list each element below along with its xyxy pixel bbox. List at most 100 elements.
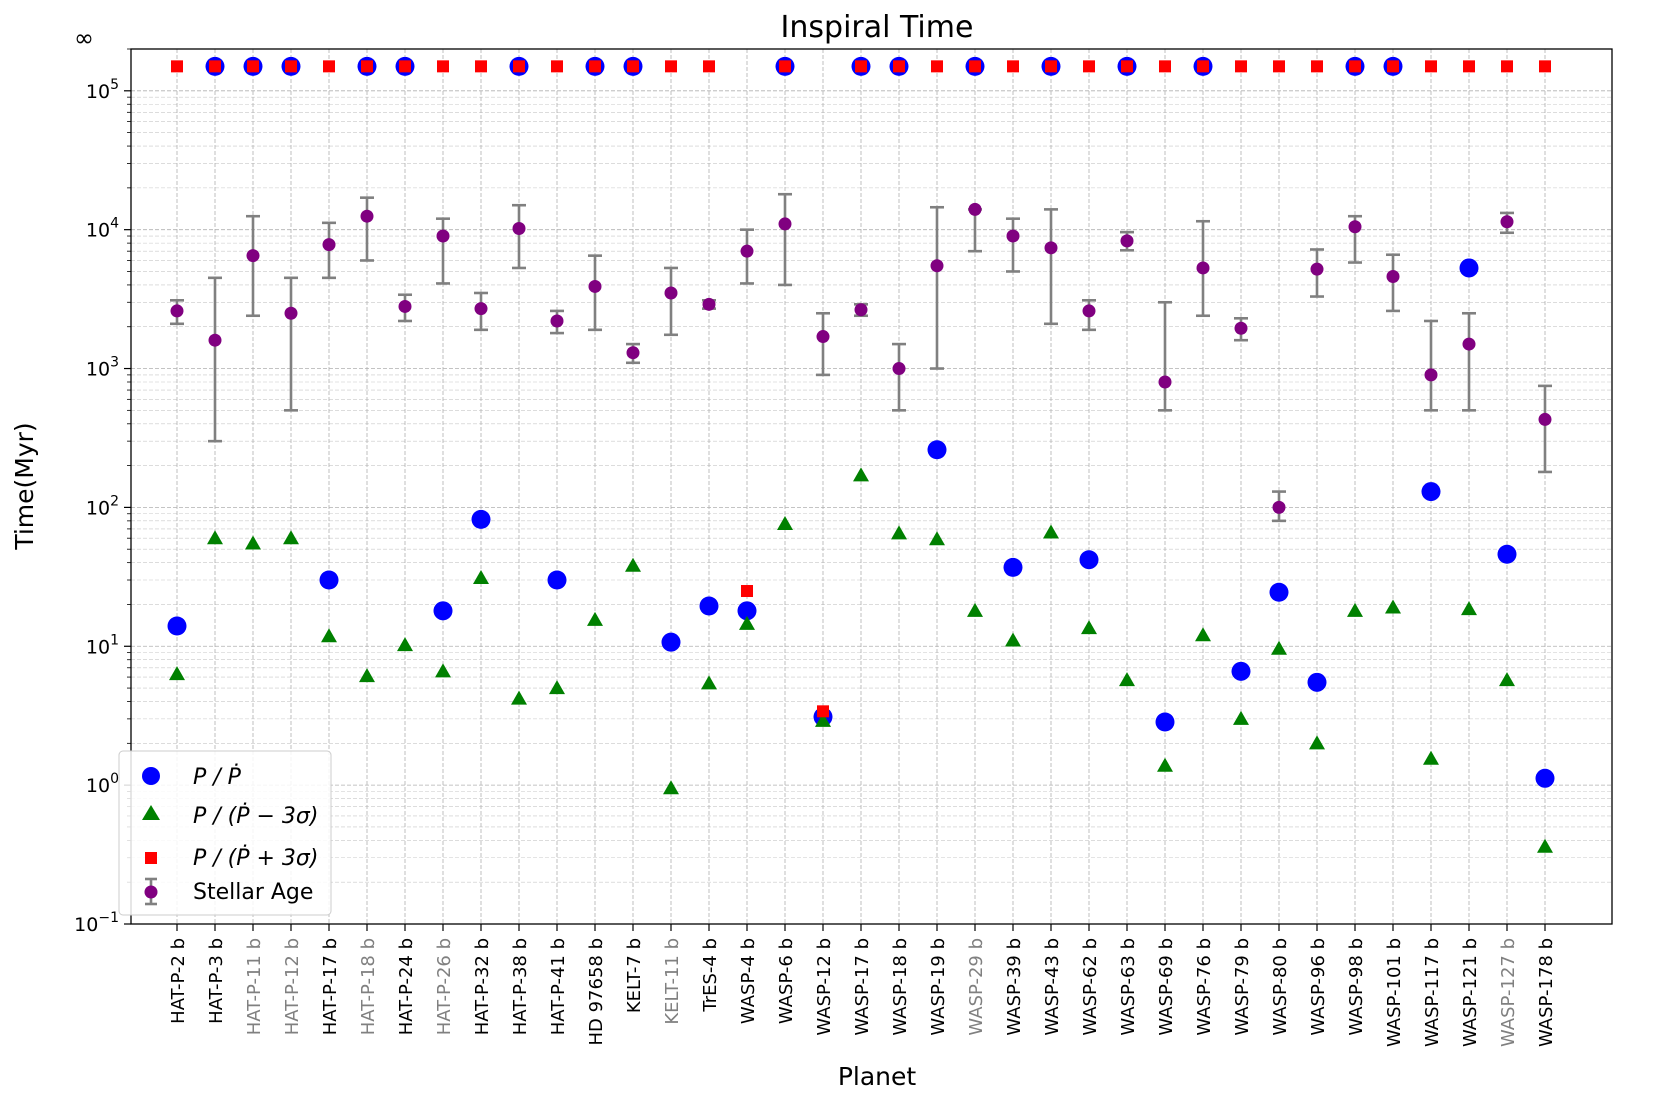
stellar-age-point [1462, 337, 1476, 351]
y-tick-label: 10−1 [74, 910, 119, 936]
x-tick-label: WASP-43 b [1042, 938, 1063, 1036]
p-over-pdot-plus-point [1273, 60, 1285, 73]
x-tick-label: WASP-4 b [738, 938, 759, 1024]
p-over-pdot-point [1231, 661, 1251, 681]
stellar-age-point [1082, 304, 1096, 318]
p-over-pdot-minus-point [1005, 632, 1021, 647]
stellar-age-point [436, 229, 450, 243]
x-tick-label: HAT-P-2 b [168, 938, 189, 1024]
legend-entry-p-over-pdot-minus: P / (Ṗ − 3σ) [193, 803, 318, 829]
p-over-pdot-minus-point [1385, 599, 1401, 614]
stellar-age-point [930, 259, 944, 273]
x-tick-label: WASP-80 b [1270, 938, 1291, 1036]
legend-entry-stellar-age: Stellar Age [193, 880, 313, 905]
p-over-pdot-minus-point [397, 637, 413, 652]
p-over-pdot-minus-point [1499, 672, 1515, 687]
p-over-pdot-plus-point [1539, 60, 1551, 73]
y-tick-label: 101 [86, 632, 119, 658]
x-tick-label: WASP-18 b [890, 938, 911, 1036]
p-over-pdot-plus-point [969, 60, 981, 73]
p-over-pdot-minus-point [625, 557, 641, 572]
p-over-pdot-point [1535, 768, 1555, 788]
x-tick-label: WASP-98 b [1346, 938, 1367, 1036]
p-over-pdot-plus-point [703, 60, 715, 73]
x-tick-label: WASP-79 b [1232, 938, 1253, 1036]
stellar-age-point [398, 299, 412, 313]
stellar-age-point [246, 249, 260, 263]
p-over-pdot-minus-point [1461, 601, 1477, 616]
p-over-pdot-point [1421, 482, 1441, 502]
stellar-age-point [1158, 375, 1172, 389]
stellar-age-point [626, 346, 640, 360]
x-tick-label: WASP-39 b [1004, 938, 1025, 1036]
p-over-pdot-plus-point [361, 60, 373, 73]
x-tick-label: HAT-P-18 b [358, 938, 379, 1035]
p-over-pdot-plus-point [209, 60, 221, 73]
p-over-pdot-point [927, 440, 947, 460]
p-over-pdot-minus-point [283, 530, 299, 545]
p-over-pdot-point [661, 632, 681, 652]
x-tick-label: WASP-6 b [776, 938, 797, 1024]
p-over-pdot-plus-point [741, 585, 753, 598]
p-over-pdot-minus-point [245, 535, 261, 550]
p-over-pdot-minus-point [359, 668, 375, 683]
stellar-age-point [1310, 262, 1324, 276]
p-over-pdot-minus-point [967, 602, 983, 617]
p-over-pdot-point [699, 596, 719, 616]
p-over-pdot-point [1079, 550, 1099, 570]
p-over-pdot-point [433, 601, 453, 621]
stellar-age-point [1196, 261, 1210, 275]
p-over-pdot-point [1497, 544, 1517, 564]
p-over-pdot-plus-point [475, 60, 487, 73]
p-over-pdot-minus-point [587, 611, 603, 626]
x-tick-label: HAT-P-12 b [282, 938, 303, 1035]
p-over-pdot-minus-point [511, 690, 527, 705]
x-tick-label: HAT-P-41 b [548, 938, 569, 1035]
p-over-pdot-minus-point [701, 675, 717, 690]
stellar-age-point [816, 330, 830, 344]
stellar-age-point [588, 279, 602, 293]
p-over-pdot-plus-point [1045, 60, 1057, 73]
p-over-pdot-plus-point [1121, 60, 1133, 73]
stellar-age-point [1538, 412, 1552, 426]
x-tick-label: WASP-69 b [1156, 938, 1177, 1036]
p-over-pdot-minus-point [891, 525, 907, 540]
x-tick-label: HAT-P-17 b [320, 938, 341, 1035]
chart-title: Inspiral Time [781, 10, 974, 45]
p-over-pdot-minus-point [1347, 602, 1363, 617]
x-tick-label: WASP-121 b [1460, 938, 1481, 1047]
stellar-age-point [664, 286, 678, 300]
p-over-pdot-plus-point [399, 60, 411, 73]
stellar-age-point [322, 238, 336, 252]
p-over-pdot-minus-point [1081, 620, 1097, 635]
p-over-pdot-point [1155, 712, 1175, 732]
p-over-pdot-plus-point [1349, 60, 1361, 73]
p-over-pdot-minus-point [169, 666, 185, 681]
legend-box [118, 750, 332, 916]
x-tick-label: WASP-101 b [1384, 938, 1405, 1047]
p-over-pdot-minus-point [853, 467, 869, 482]
p-over-pdot-minus-point [929, 531, 945, 546]
y-tick-label: 104 [86, 216, 119, 242]
stellar-age-point [208, 333, 222, 347]
p-over-pdot-minus-point [663, 780, 679, 795]
p-over-pdot-plus-point [1463, 60, 1475, 73]
p-over-pdot-plus-point [1197, 60, 1209, 73]
legend-triangle-icon [142, 805, 160, 820]
stellar-age-point [1386, 270, 1400, 284]
p-over-pdot-point [1459, 258, 1479, 278]
stellar-age-point [1006, 229, 1020, 243]
p-over-pdot-minus-point [739, 615, 755, 630]
p-over-pdot-plus-point [1159, 60, 1171, 73]
legend: P / Ṗ P / (Ṗ − 3σ) P / (Ṗ + 3σ) Stellar … [118, 750, 332, 916]
x-tick-label: WASP-17 b [852, 938, 873, 1036]
p-over-pdot-minus-point [815, 712, 831, 727]
p-over-pdot-plus-point [1311, 60, 1323, 73]
stellar-age-point [360, 209, 374, 223]
legend-stellar-age-icon [144, 885, 158, 899]
p-over-pdot-minus-point [1309, 735, 1325, 750]
x-tick-label: WASP-62 b [1080, 938, 1101, 1036]
p-over-pdot-minus-point [1233, 710, 1249, 725]
p-over-pdot-minus-point [777, 515, 793, 530]
